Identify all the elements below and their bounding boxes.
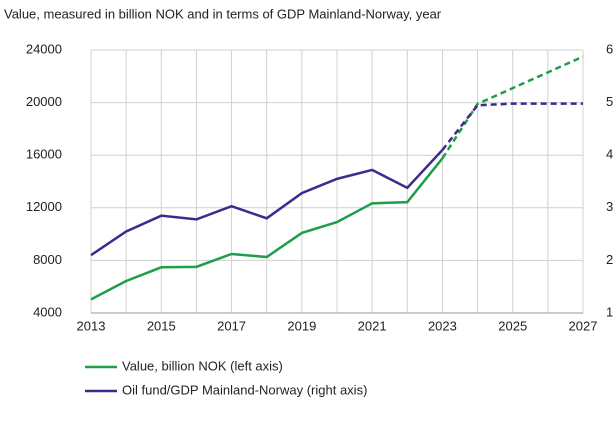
x-tick-label: 2013 — [77, 318, 106, 333]
series-line-projection — [441, 55, 584, 159]
y-tick-label: 8000 — [33, 252, 62, 267]
y2-tick-label: 5 — [606, 94, 613, 109]
y2-tick-label: 3 — [606, 199, 613, 214]
series-line-projection — [441, 102, 583, 151]
y-tick-label: 20000 — [26, 94, 62, 109]
y2-tick-label: 4 — [606, 147, 613, 162]
y2-tick-label: 2 — [606, 252, 613, 267]
y-tick-label: 16000 — [26, 147, 62, 162]
x-tick-label: 2023 — [428, 318, 457, 333]
chart-title: Value, measured in billion NOK and in te… — [4, 6, 442, 21]
x-tick-label: 2025 — [498, 318, 527, 333]
y2-tick-label: 6 — [606, 41, 613, 56]
y-tick-label: 24000 — [26, 41, 62, 56]
series-line — [90, 149, 444, 257]
legend-label: Value, billion NOK (left axis) — [122, 358, 283, 373]
series-line — [90, 157, 444, 301]
x-tick-label: 2015 — [147, 318, 176, 333]
x-tick-label: 2019 — [287, 318, 316, 333]
x-tick-label: 2021 — [358, 318, 387, 333]
y-tick-label: 12000 — [26, 199, 62, 214]
x-tick-label: 2027 — [569, 318, 598, 333]
y2-tick-label: 1 — [606, 304, 613, 319]
legend-label: Oil fund/GDP Mainland-Norway (right axis… — [122, 382, 367, 397]
x-tick-label: 2017 — [217, 318, 246, 333]
y-tick-label: 4000 — [33, 304, 62, 319]
